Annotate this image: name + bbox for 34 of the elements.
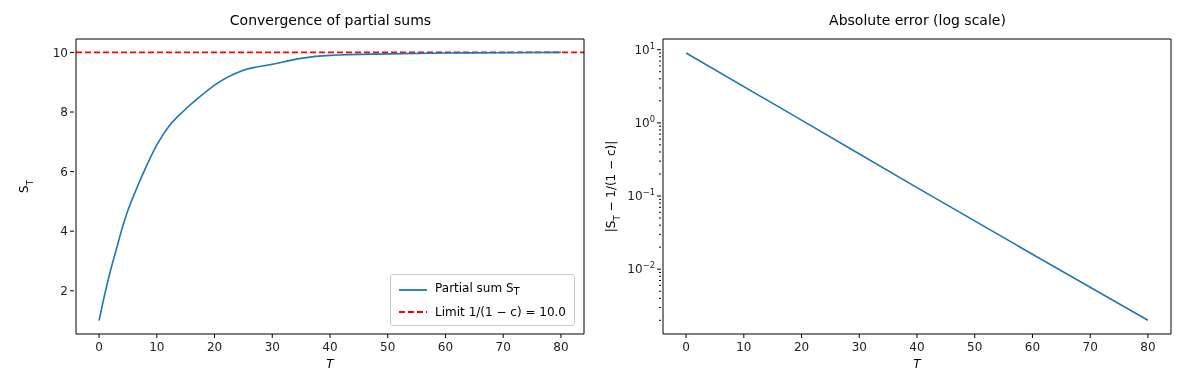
x-tick-label: 40 (909, 339, 925, 354)
x-tick-label: 60 (1024, 339, 1041, 354)
y-tick-label: 4 (60, 224, 68, 239)
x-axis-title: T (913, 357, 923, 371)
x-tick-label: 20 (206, 339, 223, 354)
y-tick-label: 10$^{0}$ (634, 114, 655, 131)
y-tick-label: 10$^{−1}$ (627, 187, 655, 204)
x-tick-label: 0 (682, 339, 690, 354)
x-tick-label: 70 (1082, 339, 1098, 354)
y-tick-label: 10 (52, 45, 68, 60)
x-tick-label: 60 (437, 339, 454, 354)
y-tick-label: 2 (60, 283, 68, 298)
x-tick-label: 10 (736, 339, 752, 354)
chart-title: Convergence of partial sums (228, 11, 433, 30)
y-tick-label: 8 (60, 105, 68, 120)
x-tick-label: 50 (967, 339, 983, 354)
chart-title: Absolute error (log scale) (828, 11, 1007, 30)
line-series (685, 52, 1149, 322)
x-tick-label: 30 (851, 339, 867, 354)
x-tick-label: 70 (495, 339, 511, 354)
y-tick-label: 10$^{−2}$ (627, 260, 655, 277)
y-tick-label: 6 (60, 164, 68, 179)
x-tick-label: 40 (322, 339, 338, 354)
x-tick-label: 10 (149, 339, 165, 354)
legend-label: Partial sum S$_{T}$ (435, 279, 520, 299)
x-tick-label: 20 (793, 339, 810, 354)
x-tick-label: 80 (553, 339, 569, 354)
x-tick-label: 50 (380, 339, 396, 354)
x-tick-label: 30 (264, 339, 280, 354)
x-tick-label: 0 (95, 339, 103, 354)
y-tick-label: 10$^{1}$ (634, 40, 655, 57)
legend-label: Limit 1/(1 − c) = 10.0 (435, 304, 566, 321)
x-tick-label: 80 (1140, 339, 1156, 354)
x-axis-title: T (326, 357, 336, 371)
